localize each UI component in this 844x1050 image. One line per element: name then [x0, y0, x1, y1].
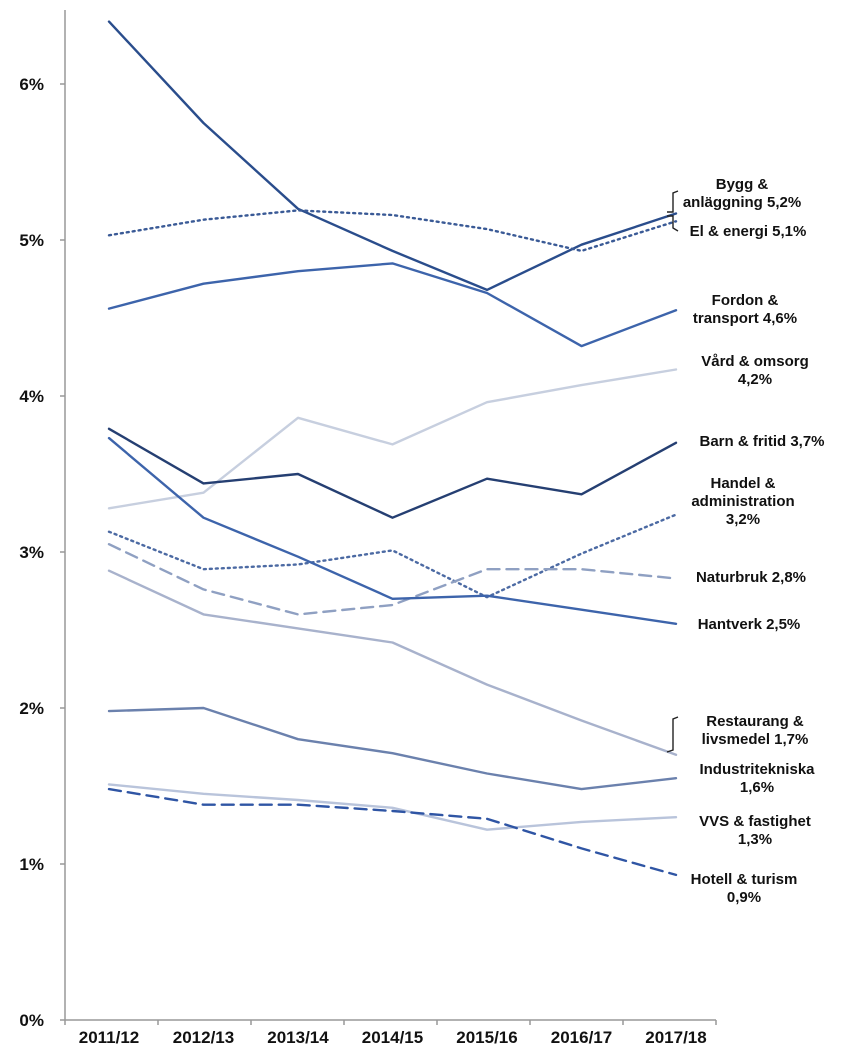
y-tick-label: 2% [19, 699, 44, 718]
x-axis-ticks: 2011/12 2012/13 2013/14 2014/15 2015/16 2016/… [64, 1020, 717, 1047]
y-tick-label: 6% [19, 75, 44, 94]
series-line [107, 569, 678, 756]
series-label: Hantverk 2,5% [698, 616, 801, 633]
x-tick-label: 2016/17 [551, 1028, 612, 1047]
x-tick-label: 2013/14 [267, 1028, 329, 1047]
series-label-line: transport 4,6% [693, 310, 797, 327]
series-label: Hotell & turism 0,9% [691, 871, 798, 906]
x-tick-label: 2011/12 [79, 1028, 140, 1047]
label-bracket [667, 215, 679, 232]
x-tick-label: 2017/18 [645, 1028, 706, 1047]
x-tick-label: 2015/16 [456, 1028, 517, 1047]
y-tick-label: 1% [19, 855, 44, 874]
series-line [107, 20, 678, 292]
series-label-line: VVS & fastighet [699, 813, 811, 830]
series-label-line: Industritekniska [699, 761, 815, 778]
series-label-line: Vård & omsorg [701, 353, 809, 370]
series-label-line: 1,3% [738, 831, 772, 848]
series-label-line: livsmedel 1,7% [702, 731, 809, 748]
label-bracket [666, 716, 679, 753]
series-label-line: Handel & [710, 475, 775, 492]
x-tick-label: 2012/13 [173, 1028, 234, 1047]
series-label-line: 4,2% [738, 371, 772, 388]
series-label: Handel & administration 3,2% [691, 475, 794, 528]
series-label: Barn & fritid 3,7% [699, 433, 824, 450]
y-tick-label: 3% [19, 543, 44, 562]
series-line [107, 513, 678, 599]
series-line [107, 787, 678, 877]
series-label: El & energi 5,1% [690, 223, 807, 240]
series-label-line: Hantverk 2,5% [698, 616, 801, 633]
series-label: Fordon & transport 4,6% [693, 292, 797, 327]
series-label: Industritekniska 1,6% [699, 761, 815, 796]
y-axis-ticks: 0% 1% 2% 3% 4% 5% 6% [19, 75, 65, 1030]
series-line [107, 706, 678, 791]
series-label: Vård & omsorg 4,2% [701, 353, 809, 388]
series-label-line: 0,9% [727, 889, 761, 906]
series-label: Bygg & anläggning 5,2% [683, 176, 801, 211]
series-line [107, 543, 678, 616]
label-bracket [667, 190, 679, 213]
series-label-line: El & energi 5,1% [690, 223, 807, 240]
series-label-line: administration [691, 493, 794, 510]
series-label-line: Naturbruk 2,8% [696, 569, 806, 586]
series-label-line: anläggning 5,2% [683, 194, 801, 211]
series-label-line: Restaurang & [706, 713, 804, 730]
series-line [107, 262, 678, 348]
series-label-line: 3,2% [726, 511, 760, 528]
series-label-line: Bygg & [716, 176, 769, 193]
axes [64, 10, 716, 1021]
series-label-line: Barn & fritid 3,7% [699, 433, 824, 450]
y-tick-label: 5% [19, 231, 44, 250]
series-label: Restaurang & livsmedel 1,7% [702, 713, 809, 748]
series-line [107, 783, 678, 831]
series-labels: Bygg & anläggning 5,2% El & energi 5,1% For… [683, 176, 825, 906]
series-line [107, 209, 678, 253]
series-line [107, 436, 678, 625]
series-line [107, 427, 678, 519]
series-lines [107, 20, 678, 877]
y-tick-label: 4% [19, 387, 44, 406]
x-tick-label: 2014/15 [362, 1028, 423, 1047]
series-line [107, 368, 678, 510]
series-label: Naturbruk 2,8% [696, 569, 806, 586]
series-label-line: Fordon & [712, 292, 779, 309]
series-label-line: Hotell & turism [691, 871, 798, 888]
series-label: VVS & fastighet 1,3% [699, 813, 811, 848]
label-brackets [666, 190, 679, 753]
y-tick-label: 0% [19, 1011, 44, 1030]
series-label-line: 1,6% [740, 779, 774, 796]
